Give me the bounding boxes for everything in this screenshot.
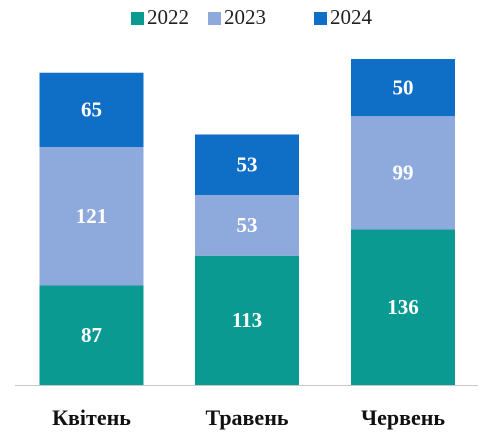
legend-label: 2023 bbox=[224, 5, 266, 29]
bar-segment bbox=[39, 147, 144, 286]
legend-swatch bbox=[314, 12, 327, 25]
legend-label: 2024 bbox=[330, 5, 373, 29]
x-tick-label: Червень bbox=[361, 405, 445, 430]
value-label: 121 bbox=[76, 204, 108, 228]
value-label: 113 bbox=[232, 308, 262, 332]
value-label: 65 bbox=[81, 98, 102, 122]
x-tick-label: Квітень bbox=[52, 405, 131, 430]
legend-swatch bbox=[208, 12, 221, 25]
legend-swatch bbox=[131, 12, 144, 25]
value-label: 53 bbox=[237, 213, 258, 237]
bar-segment bbox=[195, 195, 299, 256]
legend-label: 2022 bbox=[147, 5, 189, 29]
value-label: 87 bbox=[81, 323, 102, 347]
value-label: 136 bbox=[387, 295, 419, 319]
bar-segment bbox=[39, 72, 144, 148]
value-label: 99 bbox=[393, 161, 414, 185]
x-tick-label: Травень bbox=[205, 405, 288, 430]
bar-segment bbox=[351, 116, 455, 230]
bar-segment bbox=[351, 59, 455, 117]
bar-segment bbox=[195, 134, 299, 196]
value-label: 50 bbox=[393, 75, 414, 99]
bar-segment bbox=[39, 285, 144, 385]
value-label: 53 bbox=[237, 153, 258, 177]
bar-segment bbox=[195, 255, 299, 385]
bar-segment bbox=[351, 229, 455, 385]
